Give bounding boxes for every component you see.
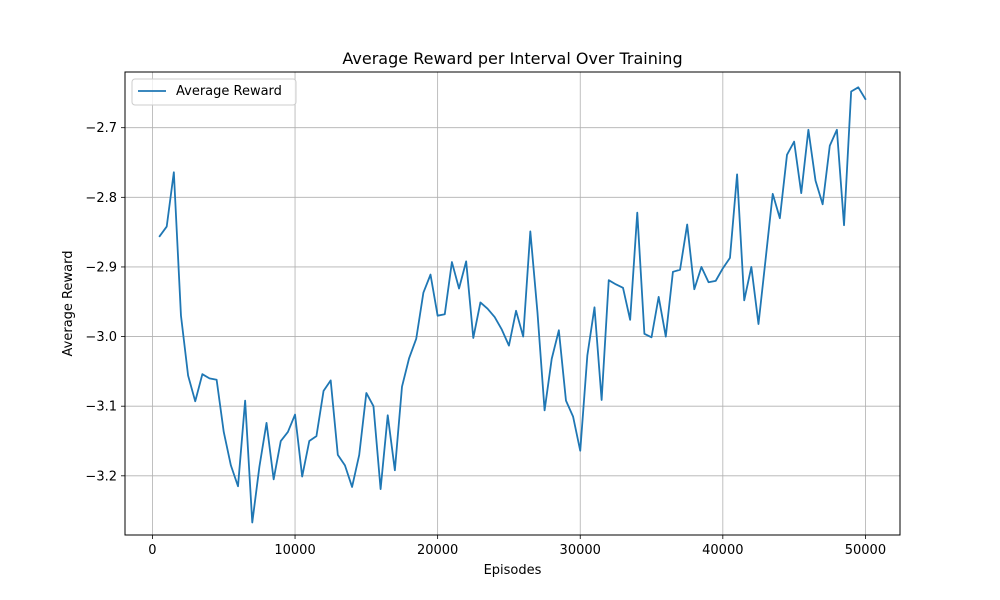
legend-box: [131, 78, 297, 106]
plot-frame: [124, 71, 901, 536]
y-axis: −3.2 −3.1 −3.0 −2.9 −2.8 −2.7: [85, 121, 125, 484]
x-tick-label: 10000: [274, 543, 315, 558]
y-tick-label: −2.9: [85, 260, 117, 275]
legend-label-average-reward: Average Reward: [176, 84, 282, 99]
x-tick-label: 30000: [560, 543, 601, 558]
series-line-0: [158, 86, 867, 524]
x-axis: 0 10000 20000 30000 40000 50000: [148, 535, 886, 558]
series-layer: [158, 86, 867, 524]
x-tick-label: 20000: [417, 543, 458, 558]
chart-title: Average Reward per Interval Over Trainin…: [342, 49, 682, 68]
plot-background: [125, 72, 900, 535]
x-tick-label: 0: [148, 543, 156, 558]
x-tick-label: 50000: [845, 543, 886, 558]
grid-lines: [125, 72, 900, 535]
y-axis-label: Average Reward: [61, 251, 76, 357]
legend: Average Reward: [131, 78, 297, 106]
y-tick-label: −2.8: [85, 191, 117, 206]
y-tick-label: −3.2: [85, 469, 117, 484]
y-tick-label: −2.7: [85, 121, 117, 136]
y-tick-label: −3.1: [85, 400, 117, 415]
y-tick-label: −3.0: [85, 330, 117, 345]
x-tick-label: 40000: [702, 543, 743, 558]
x-axis-label: Episodes: [484, 563, 542, 578]
